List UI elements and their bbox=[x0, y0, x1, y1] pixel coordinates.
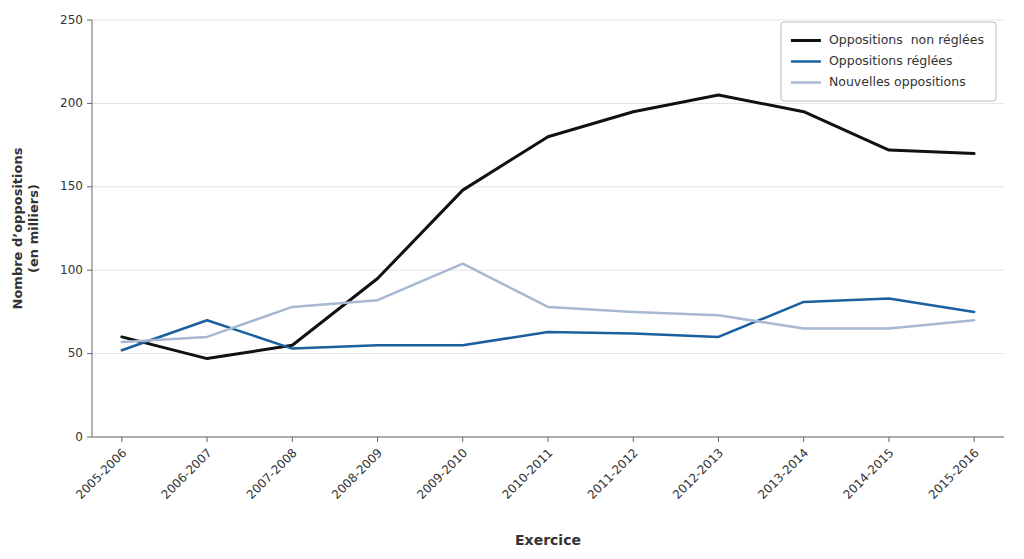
legend-label: Oppositions non réglées bbox=[829, 32, 984, 47]
y-axis-title-line: (en milliers) bbox=[26, 184, 41, 273]
y-tick-label: 250 bbox=[60, 13, 83, 27]
x-tick bbox=[207, 437, 208, 442]
y-tick-label: 0 bbox=[75, 430, 83, 444]
chart-svg: 0 50 100 150 200 250 2005-2006 2006-2007 2007-20… bbox=[0, 0, 1024, 559]
x-tick bbox=[292, 437, 293, 442]
grid-line bbox=[92, 186, 1004, 187]
y-tick bbox=[87, 20, 92, 21]
y-tick-label: 150 bbox=[60, 179, 83, 193]
legend-swatch bbox=[791, 39, 821, 42]
x-tick bbox=[803, 437, 804, 442]
x-tick-label: 2009-2010 bbox=[414, 446, 470, 502]
y-tick bbox=[87, 270, 92, 271]
y-tick-label: 100 bbox=[60, 263, 83, 277]
series-line bbox=[122, 264, 974, 342]
x-tick-label: 2007-2008 bbox=[244, 446, 300, 502]
grid-line bbox=[92, 270, 1004, 271]
x-tick bbox=[377, 437, 378, 442]
y-axis-title: Nombre d’oppositions(en milliers) bbox=[10, 147, 41, 309]
x-tick bbox=[548, 437, 549, 442]
legend-label: Oppositions réglées bbox=[829, 53, 953, 68]
x-axis: 2005-2006 2006-2007 2007-2008 2008-2009 2009… bbox=[73, 437, 1004, 502]
x-tick-label: 2010-2011 bbox=[499, 446, 555, 502]
x-tick bbox=[888, 437, 889, 442]
y-tick bbox=[87, 186, 92, 187]
x-tick bbox=[718, 437, 719, 442]
chart-container: 0 50 100 150 200 250 2005-2006 2006-2007 2007-20… bbox=[0, 0, 1024, 559]
x-tick-label: 2006-2007 bbox=[159, 446, 215, 502]
legend-swatch bbox=[791, 60, 821, 63]
grid-line bbox=[92, 103, 1004, 104]
x-tick bbox=[974, 437, 975, 442]
y-tick bbox=[87, 353, 92, 354]
x-tick-label: 2013-2014 bbox=[755, 446, 811, 502]
series-line bbox=[122, 95, 974, 359]
series-lines bbox=[122, 95, 974, 359]
x-axis-title: Exercice bbox=[515, 532, 581, 548]
y-axis-title-line: Nombre d’oppositions bbox=[10, 147, 25, 309]
grid-line bbox=[92, 20, 1004, 21]
y-axis: 0 50 100 150 200 250 bbox=[60, 13, 1004, 444]
x-tick bbox=[121, 437, 122, 442]
x-tick-label: 2014-2015 bbox=[840, 446, 896, 502]
y-tick bbox=[87, 103, 92, 104]
legend-box bbox=[781, 22, 996, 101]
legend-swatch bbox=[791, 81, 821, 84]
x-tick-label: 2012-2013 bbox=[670, 446, 726, 502]
legend-label: Nouvelles oppositions bbox=[829, 74, 966, 89]
x-tick-label: 2008-2009 bbox=[329, 446, 385, 502]
plot-area: 0 50 100 150 200 250 2005-2006 2006-2007 2007-20… bbox=[10, 13, 1004, 549]
y-tick bbox=[87, 437, 92, 438]
x-tick bbox=[462, 437, 463, 442]
legend: Oppositions non réglées Oppositions réglé… bbox=[781, 22, 996, 101]
y-tick-label: 50 bbox=[68, 346, 83, 360]
y-axis-line bbox=[92, 20, 93, 437]
x-tick bbox=[633, 437, 634, 442]
x-tick-label: 2011-2012 bbox=[585, 446, 641, 502]
x-tick-label: 2005-2006 bbox=[73, 446, 129, 502]
y-tick-label: 200 bbox=[60, 96, 83, 110]
x-tick-label: 2015-2016 bbox=[926, 446, 982, 502]
